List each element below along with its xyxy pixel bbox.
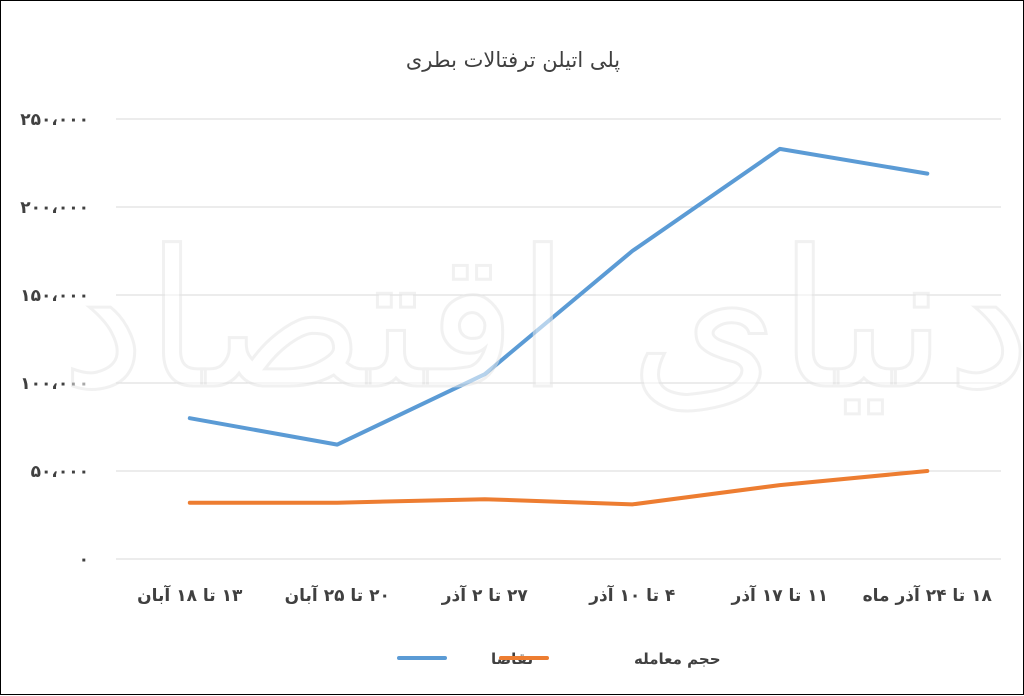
y-tick-label: ۵۰،۰۰۰	[31, 462, 89, 482]
x-tick-label: ۱۸ تا ۲۴ آذر ماه	[863, 584, 993, 606]
x-tick-label: ۲۰ تا ۲۵ آبان	[285, 584, 390, 606]
series-line-1	[190, 471, 928, 504]
watermark-logo: دنیای اقتصاد	[61, 210, 1024, 431]
x-tick-label: ۲۷ تا ۲ آذر	[441, 584, 529, 606]
chart-title: پلی اتیلن ترفتالات بطری	[406, 48, 620, 72]
x-tick-label: ۱۱ تا ۱۷ آذر	[731, 584, 828, 606]
y-tick-label: ۰	[79, 550, 89, 570]
legend: تقاضاحجم معامله	[399, 650, 721, 668]
x-tick-label: ۱۳ تا ۱۸ آبان	[137, 584, 243, 606]
legend-label: حجم معامله	[634, 650, 721, 668]
x-axis-ticks: ۱۳ تا ۱۸ آبان ۲۰ تا ۲۵ آبان ۲۷ تا ۲ آذر ۴ ت…	[137, 584, 992, 606]
x-tick-label: ۴ تا ۱۰ آذر	[588, 584, 675, 606]
y-tick-label: ۲۵۰،۰۰۰	[20, 110, 89, 130]
watermark-text: دنیای اقتصاد	[61, 210, 1024, 431]
